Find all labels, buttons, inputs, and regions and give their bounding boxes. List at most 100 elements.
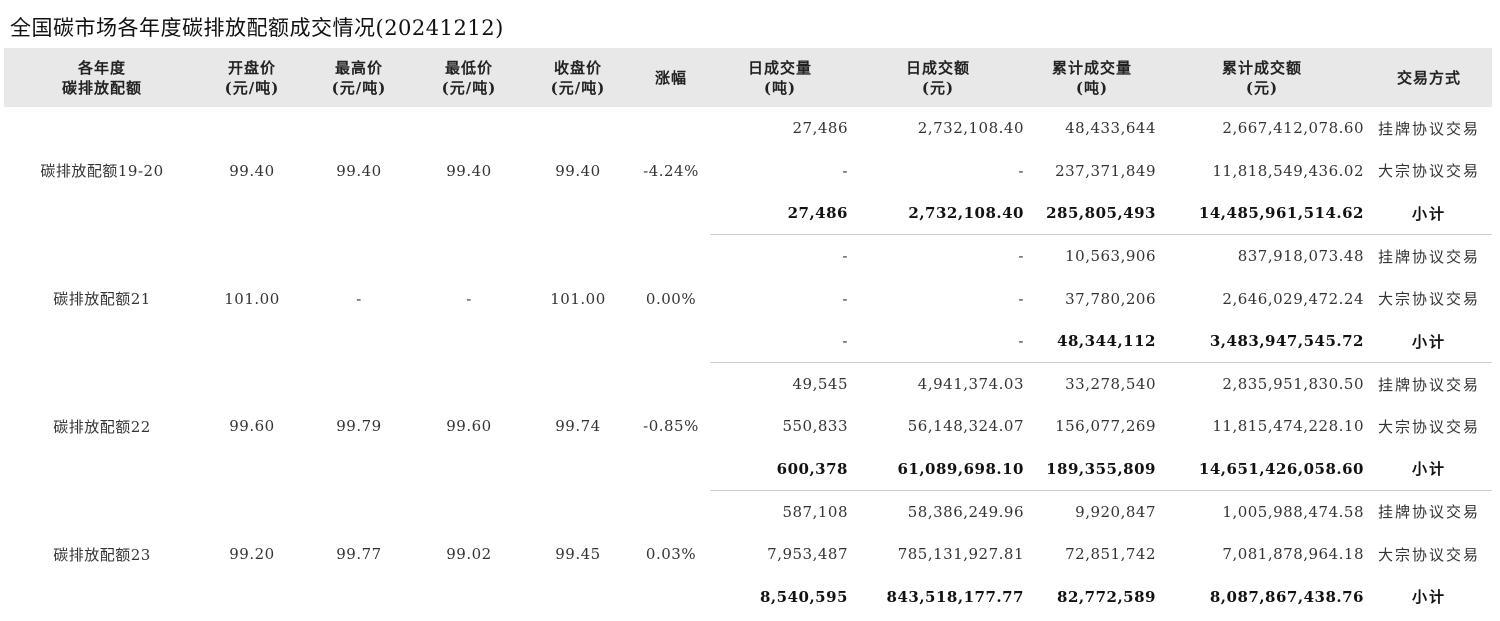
quota-name: 碳排放配额22 [53,417,151,436]
low-price: 99.40 [446,161,492,180]
daily-amount: 2,732,108.40 [917,119,1024,138]
daily-amount: 61,089,698.10 [850,447,1026,491]
high-price: - [356,289,362,308]
header-cum-amount: 累计成交额 (元) [1221,58,1302,97]
header-open: 开盘价 (元/吨) [224,58,280,97]
cum-amount: 11,818,549,436.02 [1212,161,1364,180]
daily-volume: 8,540,595 [759,587,848,606]
table-row: 碳排放配额21 101.00 - - 101.00 0.00% - - 10,5… [4,235,1492,308]
daily-volume: 27,486 [792,119,848,138]
daily-volume: - [842,289,848,308]
header-daily-volume: 日成交量 (吨) [747,58,812,97]
daily-amount: - [1018,289,1024,308]
cum-amount: 3,483,947,545.72 [1158,319,1366,364]
header-close: 收盘价 (元/吨) [550,58,606,97]
daily-volume: 49,545 [792,375,848,394]
daily-amount: - [1018,161,1024,180]
table-header-row: 各年度 碳排放配额 开盘价 (元/吨) 最高价 (元/吨) 最低价 (元/吨) 收盘价(… [4,48,1492,107]
cum-amount: 14,485,961,514.62 [1158,192,1366,236]
cum-volume: 237,371,849 [1055,161,1156,180]
table-row: 550,833 56,148,324.07 156,077,269 11,815… [4,405,1492,448]
cum-amount: 7,081,878,964.18 [1222,545,1364,564]
daily-amount: 58,386,249.96 [907,502,1024,521]
subtotal-row: - - 48,344,112 3,483,947,545.72 小计 [4,319,1492,364]
daily-volume: - [842,247,848,266]
cum-amount: 2,835,951,830.50 [1222,375,1364,394]
trade-method: 挂牌协议交易 [1377,247,1480,266]
daily-amount: - [1018,247,1024,266]
cum-amount: 2,667,412,078.60 [1222,119,1364,138]
table-row: 碳排放配额23 99.20 99.77 99.02 99.45 0.03% 58… [4,490,1492,564]
subtotal-row: 600,378 61,089,698.10 189,355,809 14,651… [4,447,1492,491]
daily-volume: 587,108 [782,502,848,521]
close-price: 101.00 [550,289,606,308]
trade-method: 小计 [1366,319,1492,364]
header-cum-volume: 累计成交量 (吨) [1051,58,1132,97]
quota-name: 碳排放配额19-20 [40,162,164,181]
header-low: 最低价 (元/吨) [441,58,497,97]
subtotal-row: 27,486 2,732,108.40 285,805,493 14,485,9… [4,192,1492,236]
cum-volume: 285,805,493 [1026,192,1158,236]
daily-volume: 550,833 [782,417,848,436]
cum-amount: 837,918,073.48 [1237,247,1364,266]
trade-method: 小计 [1366,192,1492,236]
cum-volume: 37,780,206 [1065,289,1156,308]
change-pct: -0.85% [643,417,699,436]
trade-method: 挂牌协议交易 [1377,503,1480,522]
cum-volume: 156,077,269 [1055,417,1156,436]
quota-name: 碳排放配额23 [53,545,151,564]
header-daily-amount: 日成交额 (元) [905,58,970,97]
cum-amount: 11,815,474,228.10 [1212,417,1364,436]
header-quota: 各年度 碳排放配额 [61,58,142,97]
daily-volume: 27,486 [710,192,850,236]
daily-amount: 843,518,177.77 [886,587,1024,606]
open-price: 99.20 [229,545,275,564]
table-row: - - 237,371,849 11,818,549,436.02 大宗协议交易 [4,150,1492,193]
trade-method: 大宗协议交易 [1377,290,1480,309]
trade-method: 小计 [1366,447,1492,491]
cum-volume: 72,851,742 [1065,545,1156,564]
cum-amount: 8,087,867,438.76 [1209,587,1364,606]
cum-amount: 2,646,029,472.24 [1222,289,1364,308]
trade-method: 大宗协议交易 [1377,417,1480,436]
high-price: 99.40 [336,161,382,180]
daily-amount: 2,732,108.40 [850,192,1026,236]
group-23: 碳排放配额23 99.20 99.77 99.02 99.45 0.03% 58… [4,490,1492,618]
low-price: 99.02 [446,545,492,564]
high-price: 99.79 [336,417,382,436]
trade-method: 小计 [1411,588,1446,607]
cum-amount: 14,651,426,058.60 [1158,447,1366,491]
trade-method: 挂牌协议交易 [1377,375,1480,394]
cum-volume: 9,920,847 [1075,502,1156,521]
header-method: 交易方式 [1396,68,1461,87]
close-price: 99.45 [555,545,601,564]
cum-amount: 1,005,988,474.58 [1222,502,1364,521]
change-pct: -4.24% [643,161,699,180]
table-row: 碳排放配额22 99.60 99.79 99.60 99.74 -0.85% 4… [4,363,1492,436]
daily-volume: - [710,319,850,364]
daily-volume: 600,378 [710,447,850,491]
header-high: 最高价 (元/吨) [331,58,387,97]
cum-volume: 48,433,644 [1065,119,1156,138]
open-price: 99.40 [229,161,275,180]
group-19-20: 碳排放配额19-20 99.40 99.40 99.40 99.40 -4.24… [4,107,1492,236]
low-price: - [466,289,472,308]
low-price: 99.60 [446,417,492,436]
cum-volume: 82,772,589 [1057,587,1156,606]
open-price: 99.60 [229,417,275,436]
daily-volume: 7,953,487 [767,545,848,564]
trade-method: 大宗协议交易 [1377,545,1480,564]
cum-volume: 33,278,540 [1065,375,1156,394]
close-price: 99.74 [555,417,601,436]
trade-method: 大宗协议交易 [1377,162,1480,181]
carbon-market-table: 各年度 碳排放配额 开盘价 (元/吨) 最高价 (元/吨) 最低价 (元/吨) 收盘价(… [4,48,1492,618]
subtotal-row: 8,540,595 843,518,177.77 82,772,589 8,08… [4,576,1492,619]
trade-method: 挂牌协议交易 [1377,119,1480,138]
open-price: 101.00 [224,289,280,308]
table-row: 碳排放配额19-20 99.40 99.40 99.40 99.40 -4.24… [4,107,1492,180]
group-21: 碳排放配额21 101.00 - - 101.00 0.00% - - 10,5… [4,235,1492,364]
cum-volume: 48,344,112 [1026,319,1158,364]
daily-amount: 4,941,374.03 [917,375,1024,394]
daily-amount: 785,131,927.81 [897,545,1024,564]
quota-name: 碳排放配额21 [53,290,151,309]
